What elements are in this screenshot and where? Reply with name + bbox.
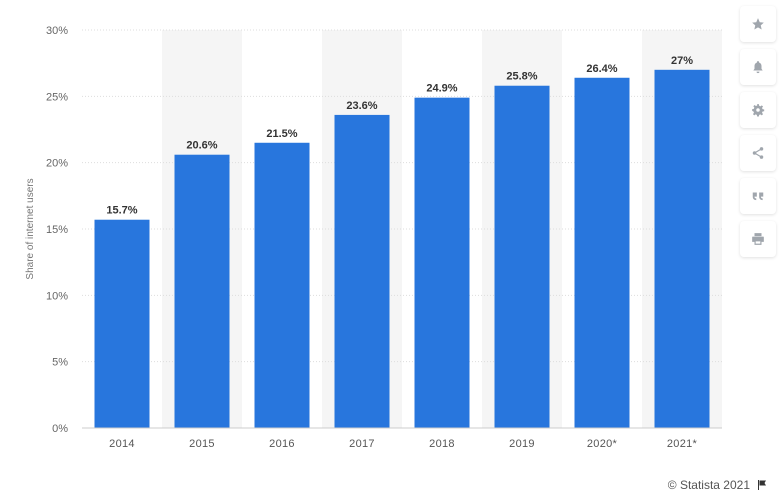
bars xyxy=(94,69,710,429)
bar-chart: 0% 5% 10% 15% 20% 25% 30% 15.7% 20.6% 21.5% 23.6%… xyxy=(25,25,722,450)
y-tick-label: 15% xyxy=(46,224,68,236)
data-label: 15.7% xyxy=(106,205,137,217)
y-tick-label: 5% xyxy=(52,357,68,369)
cite-button[interactable] xyxy=(739,178,776,214)
data-label: 21.5% xyxy=(266,128,297,140)
bar[interactable] xyxy=(574,77,630,428)
x-category-label: 2018 xyxy=(429,438,455,450)
gear-icon xyxy=(751,104,764,117)
copyright-text: © Statista 2021 xyxy=(667,478,750,492)
star-icon xyxy=(751,18,764,30)
bar[interactable] xyxy=(494,85,550,428)
y-tick-label: 0% xyxy=(52,423,68,435)
x-category-label: 2016 xyxy=(269,438,295,450)
print-button[interactable] xyxy=(739,221,776,257)
y-axis-label: Share of internet users xyxy=(25,178,36,279)
settings-button[interactable] xyxy=(739,92,776,128)
print-icon xyxy=(751,233,764,245)
data-labels: 15.7% 20.6% 21.5% 23.6% 24.9% 25.8% 26.4% 27% xyxy=(106,55,693,217)
y-axis-ticks: 0% 5% 10% 15% 20% 25% 30% xyxy=(46,25,68,435)
bar[interactable] xyxy=(414,97,470,428)
x-category-label: 2017 xyxy=(349,438,375,450)
flag-icon[interactable] xyxy=(756,479,768,491)
x-category-label: 2019 xyxy=(509,438,535,450)
bell-icon xyxy=(752,61,763,74)
bar[interactable] xyxy=(334,114,390,428)
y-tick-label: 10% xyxy=(46,290,68,302)
data-label: 23.6% xyxy=(346,100,377,112)
favorite-button[interactable] xyxy=(739,6,776,42)
y-tick-label: 30% xyxy=(46,25,68,37)
data-label: 27% xyxy=(671,55,693,67)
copyright-footer: © Statista 2021 xyxy=(668,478,768,492)
y-tick-label: 25% xyxy=(46,91,68,103)
data-label: 24.9% xyxy=(426,83,457,95)
data-label: 25.8% xyxy=(506,71,537,83)
x-axis-categories: 2014 2015 2016 2017 2018 2019 2020* 2021* xyxy=(109,438,697,450)
x-category-label: 2015 xyxy=(189,438,215,450)
x-category-label: 2014 xyxy=(109,438,135,450)
bar[interactable] xyxy=(654,69,710,429)
x-category-label: 2021* xyxy=(667,438,698,450)
toolbar xyxy=(735,0,780,257)
notification-button[interactable] xyxy=(739,49,776,85)
share-button[interactable] xyxy=(739,135,776,171)
x-category-label: 2020* xyxy=(587,438,618,450)
share-icon xyxy=(752,147,763,159)
bar[interactable] xyxy=(254,142,310,428)
data-label: 26.4% xyxy=(586,63,617,75)
data-label: 20.6% xyxy=(186,140,217,152)
y-tick-label: 20% xyxy=(46,158,68,170)
bar[interactable] xyxy=(94,219,150,428)
bar[interactable] xyxy=(174,154,230,428)
quote-icon xyxy=(752,192,763,201)
